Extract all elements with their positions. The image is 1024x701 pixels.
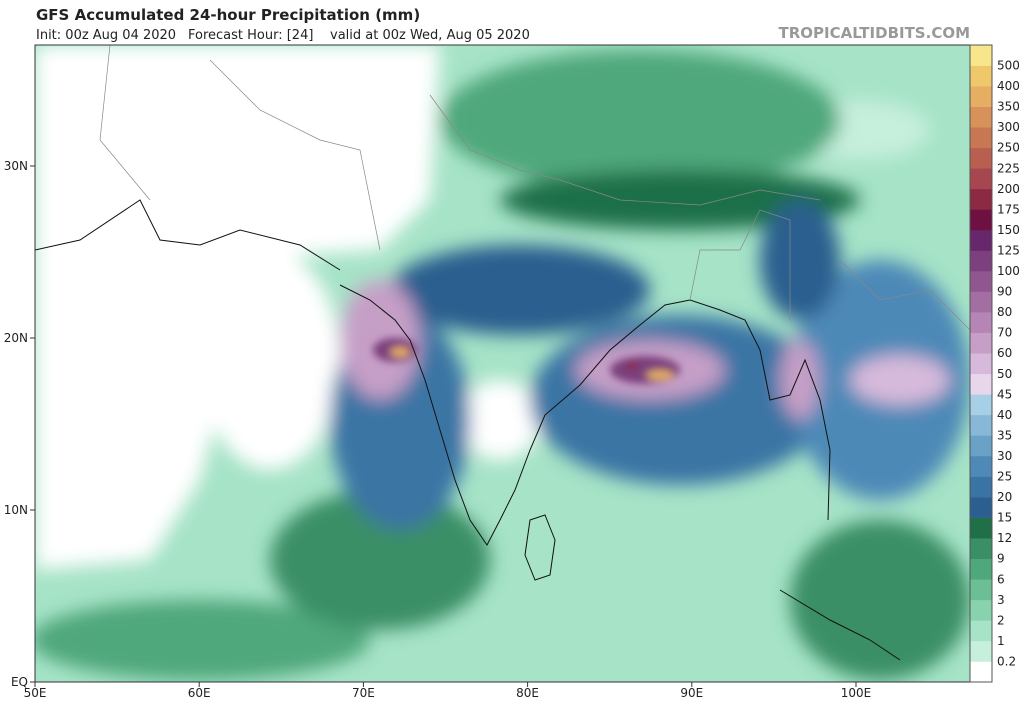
colorbar-label: 6 xyxy=(997,572,1005,586)
colorbar-label: 25 xyxy=(997,470,1012,484)
colorbar-bin xyxy=(970,579,992,601)
colorbar-label: 15 xyxy=(997,511,1012,525)
colorbar-label: 1 xyxy=(997,634,1005,648)
lat-label: 20N xyxy=(4,331,28,345)
colorbar-bin xyxy=(970,640,992,662)
colorbar: 0.21236912152025303540455060708090100125… xyxy=(969,44,1020,683)
lat-label: 10N xyxy=(4,503,28,517)
colorbar-label: 350 xyxy=(997,100,1020,114)
colorbar-bin xyxy=(970,373,992,395)
colorbar-bin xyxy=(970,620,992,642)
colorbar-label: 150 xyxy=(997,223,1020,237)
colorbar-label: 70 xyxy=(997,326,1012,340)
site-name: TROPICALTIDBITS.COM xyxy=(779,24,971,42)
colorbar-label: 125 xyxy=(997,243,1020,257)
colorbar-bin xyxy=(970,168,992,190)
colorbar-label: 35 xyxy=(997,428,1012,442)
colorbar-bin xyxy=(970,312,992,333)
colorbar-label: 225 xyxy=(997,161,1020,175)
colorbar-bin xyxy=(970,353,992,375)
colorbar-label: 3 xyxy=(997,593,1005,607)
forecast-hour: Forecast Hour: [24] xyxy=(188,28,313,43)
colorbar-label: 20 xyxy=(997,490,1012,504)
colorbar-label: 80 xyxy=(997,305,1012,319)
colorbar-bin xyxy=(970,271,992,292)
lon-label: 100E xyxy=(841,686,872,700)
colorbar-bin xyxy=(970,291,992,313)
lon-label: 60E xyxy=(188,686,211,700)
colorbar-label: 250 xyxy=(997,141,1020,155)
colorbar-label: 50 xyxy=(997,367,1012,381)
colorbar-bin xyxy=(970,45,992,66)
colorbar-label: 9 xyxy=(997,552,1005,566)
colorbar-bin xyxy=(970,106,992,128)
colorbar-bin xyxy=(970,497,992,518)
lat-label: 30N xyxy=(4,159,28,173)
colorbar-bin xyxy=(970,65,992,87)
colorbar-bin xyxy=(970,188,992,210)
borders xyxy=(99,45,970,331)
precip-field xyxy=(35,45,970,682)
lat-label: EQ xyxy=(11,675,28,689)
colorbar-label: 500 xyxy=(997,59,1020,73)
colorbar-label: 0.2 xyxy=(997,654,1016,668)
lon-label: 80E xyxy=(516,686,539,700)
colorbar-bin xyxy=(970,229,992,251)
colorbar-label: 60 xyxy=(997,346,1012,360)
colorbar-label: 400 xyxy=(997,79,1020,93)
colorbar-bin xyxy=(970,250,992,272)
colorbar-bin xyxy=(970,455,992,477)
colorbar-label: 300 xyxy=(997,120,1020,134)
lon-label: 50E xyxy=(24,686,47,700)
colorbar-frame xyxy=(969,44,993,683)
colorbar-label: 40 xyxy=(997,408,1012,422)
title: GFS Accumulated 24-hour Precipitation (m… xyxy=(36,6,420,24)
colorbar-bin xyxy=(970,147,992,169)
colorbar-bin xyxy=(970,127,992,149)
valid-time: valid at 00z Wed, Aug 05 2020 xyxy=(330,28,530,43)
colorbar-label: 2 xyxy=(997,613,1005,627)
colorbar-label: 45 xyxy=(997,387,1012,401)
colorbar-bin xyxy=(970,538,992,560)
colorbar-bin xyxy=(970,332,992,354)
lon-label: 70E xyxy=(352,686,375,700)
colorbar-bin xyxy=(970,209,992,231)
colorbar-bin xyxy=(970,394,992,416)
colorbar-bin xyxy=(970,86,992,107)
colorbar-bin xyxy=(970,599,992,621)
colorbar-label: 90 xyxy=(997,285,1012,299)
colorbar-label: 30 xyxy=(997,449,1012,463)
colorbar-label: 200 xyxy=(997,182,1020,196)
colorbar-bin xyxy=(970,414,992,436)
colorbar-label: 12 xyxy=(997,531,1012,545)
lon-label: 90E xyxy=(680,686,703,700)
coastline xyxy=(35,199,901,661)
colorbar-label: 175 xyxy=(997,202,1020,216)
colorbar-bin xyxy=(970,517,992,539)
colorbar-bin xyxy=(970,661,992,683)
colorbar-bin xyxy=(970,476,992,498)
init-time: Init: 00z Aug 04 2020 xyxy=(36,28,176,43)
colorbar-bin xyxy=(970,558,992,580)
colorbar-label: 100 xyxy=(997,264,1020,278)
colorbar-bin xyxy=(970,435,992,457)
